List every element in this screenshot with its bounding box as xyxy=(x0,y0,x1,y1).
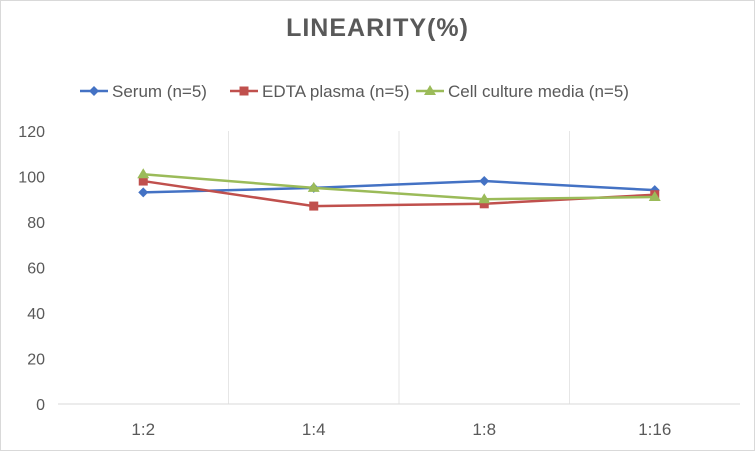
data-point xyxy=(479,199,489,209)
legend-label: Cell culture media (n=5) xyxy=(448,82,629,101)
legend-marker xyxy=(424,85,436,95)
data-point xyxy=(138,187,149,198)
y-tick-label: 120 xyxy=(18,124,45,141)
x-tick-label: 1:16 xyxy=(638,420,671,439)
y-tick-label: 0 xyxy=(36,397,45,414)
x-tick-label: 1:2 xyxy=(131,420,155,439)
data-point xyxy=(648,190,661,201)
series-line xyxy=(143,179,655,194)
data-point xyxy=(478,193,491,204)
data-point xyxy=(137,168,150,179)
legend-label: Serum (n=5) xyxy=(112,82,207,101)
chart-title: LINEARITY(%) xyxy=(286,14,469,42)
series-line xyxy=(143,172,655,201)
x-tick-label: 1:8 xyxy=(472,420,496,439)
legend-marker xyxy=(239,86,249,96)
y-tick-label: 100 xyxy=(18,170,45,187)
y-tick-label: 80 xyxy=(27,215,45,232)
x-tick-label: 1:4 xyxy=(302,420,326,439)
data-point xyxy=(309,201,319,211)
y-tick-label: 40 xyxy=(27,306,45,323)
data-point xyxy=(307,181,320,192)
y-tick-label: 20 xyxy=(27,352,45,369)
legend-marker xyxy=(89,86,99,96)
data-point xyxy=(479,176,490,187)
y-tick-label: 60 xyxy=(27,261,45,278)
legend-label: EDTA plasma (n=5) xyxy=(262,82,410,101)
data-point xyxy=(138,176,148,186)
